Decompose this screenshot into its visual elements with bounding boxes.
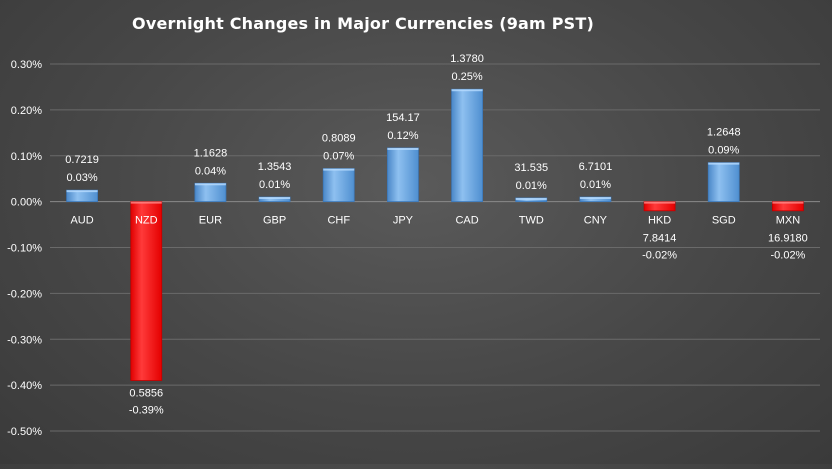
data-label: 0.09% [708, 145, 739, 157]
rate-label: 7.8414 [643, 233, 677, 245]
bar-highlight [387, 147, 419, 150]
bar-highlight [259, 197, 291, 200]
category-label: JPY [393, 215, 414, 227]
category-label: TWD [519, 215, 544, 227]
y-tick-label: -0.30% [7, 334, 42, 346]
rate-label: 1.3780 [450, 53, 484, 65]
chart-title: Overnight Changes in Major Currencies (9… [132, 14, 594, 33]
data-label: 0.25% [451, 71, 482, 83]
category-label: CAD [455, 215, 478, 227]
data-label: -0.02% [642, 250, 677, 262]
y-tick-label: -0.20% [7, 288, 42, 300]
category-label: AUD [70, 215, 93, 227]
rate-label: 1.1628 [194, 147, 228, 159]
rate-label: 0.8089 [322, 133, 356, 145]
bar-jpy [387, 147, 419, 203]
data-label: -0.39% [129, 405, 164, 417]
data-label: 0.01% [580, 179, 611, 191]
bar-highlight [323, 168, 355, 171]
data-label: 0.03% [66, 172, 97, 184]
data-label: 0.04% [195, 165, 226, 177]
bar-nzd [130, 201, 163, 381]
bar-highlight [130, 201, 162, 204]
category-label: GBP [263, 215, 286, 227]
bar-cad [451, 88, 483, 203]
y-tick-label: 0.30% [11, 59, 42, 71]
category-label: SGD [712, 215, 736, 227]
rate-label: 0.7219 [65, 154, 99, 166]
bar-highlight [194, 183, 226, 186]
category-label: EUR [199, 215, 222, 227]
bar-highlight [579, 197, 611, 200]
y-tick-label: 0.10% [11, 151, 42, 163]
y-tick-label: -0.40% [7, 380, 42, 392]
data-label: 0.07% [323, 151, 354, 163]
rate-label: 6.7101 [579, 161, 613, 173]
data-label: -0.02% [770, 250, 805, 262]
bar-highlight [644, 201, 676, 204]
rate-label: 1.2648 [707, 127, 741, 139]
rate-label: 154.17 [386, 112, 420, 124]
y-tick-label: 0.00% [11, 197, 42, 209]
category-label: CNY [584, 215, 608, 227]
rate-label: 0.5856 [129, 388, 163, 400]
y-tick-label: 0.20% [11, 105, 42, 117]
bar-sgd [707, 162, 740, 203]
rate-label: 1.3543 [258, 161, 292, 173]
bar-highlight [515, 197, 547, 200]
category-label: HKD [648, 215, 671, 227]
y-tick-label: -0.10% [7, 243, 42, 255]
data-label: 0.12% [387, 130, 418, 142]
bar-highlight [451, 89, 483, 92]
bar-highlight [66, 190, 98, 193]
data-label: 0.01% [516, 180, 547, 192]
bar-eur [194, 182, 227, 203]
category-label: NZD [135, 215, 158, 227]
bar-highlight [772, 201, 804, 204]
y-tick-label: -0.50% [7, 426, 42, 438]
rate-label: 31.535 [514, 162, 548, 174]
data-label: 0.01% [259, 179, 290, 191]
bar-chf [322, 168, 355, 203]
bar-highlight [708, 162, 740, 165]
category-label: MXN [776, 215, 801, 227]
rate-label: 16.9180 [768, 233, 808, 245]
category-label: CHF [327, 215, 350, 227]
